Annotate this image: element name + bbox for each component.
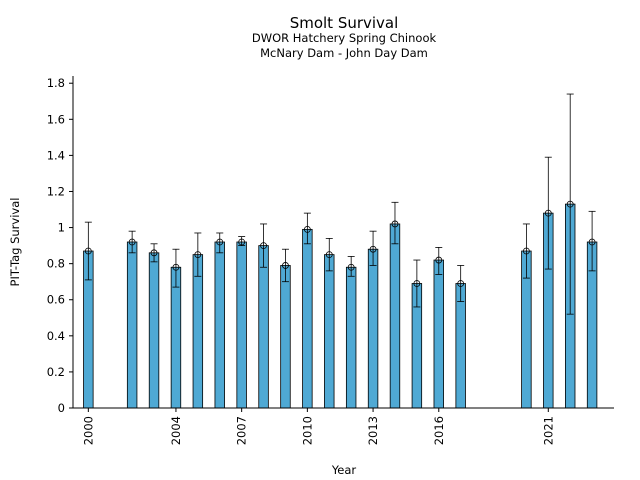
bar-2006: [214, 241, 225, 409]
bar-2005: [192, 254, 204, 409]
bar-2011: [324, 254, 335, 409]
y-tick-label: 1.2: [47, 184, 65, 198]
y-tick-label: 0.2: [47, 365, 65, 379]
bar-2016: [433, 259, 444, 409]
y-tick-label: 0.4: [47, 329, 65, 343]
bar-2013: [367, 248, 379, 409]
point-marker-2004: [172, 263, 180, 271]
bar-2009: [280, 265, 291, 409]
chart-title: Smolt Survival: [290, 14, 399, 32]
y-tick-label: 0.6: [47, 293, 65, 307]
plot-area: [83, 93, 598, 409]
point-marker-2006: [216, 238, 224, 246]
point-marker-2016: [435, 256, 443, 264]
chart-subtitle-line-2: McNary Dam - John Day Dam: [260, 46, 428, 60]
point-marker-2009: [282, 262, 289, 269]
bar-2012: [345, 266, 357, 409]
point-marker-2005: [194, 251, 202, 259]
point-marker-2017: [457, 280, 465, 287]
point-marker-2022: [566, 200, 574, 208]
x-axis-label: Year: [331, 463, 357, 477]
point-marker-2000: [84, 247, 92, 255]
x-tick-label: 2000: [81, 416, 95, 445]
point-marker-2014: [391, 220, 399, 228]
x-tick-label: 2016: [432, 416, 446, 445]
y-tick-label: 0.8: [47, 257, 65, 271]
bar-2003: [148, 252, 160, 409]
bar-2010: [302, 228, 313, 409]
x-tick-label: 2010: [300, 416, 314, 445]
x-tick-label: 2021: [541, 416, 555, 445]
chart-subtitle-line-1: DWOR Hatchery Spring Chinook: [252, 31, 437, 45]
point-marker-2007: [238, 238, 246, 246]
x-tick-label: 2004: [169, 416, 183, 445]
point-marker-2008: [260, 242, 267, 250]
y-axis-label: PIT-Tag Survival: [8, 198, 22, 287]
point-marker-2011: [325, 251, 333, 259]
y-tick-label: 1.4: [47, 148, 65, 162]
bar-2007: [236, 241, 247, 409]
point-marker-2010: [303, 225, 311, 233]
bar-2017: [455, 283, 466, 409]
point-marker-2021: [544, 209, 552, 217]
bar-2008: [258, 245, 269, 409]
bar-2014: [389, 223, 401, 409]
point-marker-2015: [413, 280, 421, 287]
bar-2004: [170, 266, 182, 409]
point-marker-2013: [369, 245, 377, 253]
y-tick-label: 1.6: [47, 112, 65, 126]
point-marker-2012: [347, 263, 355, 271]
y-axis-ticks: 0 0.2 0.4 0.6 0.8 1 1.2 1.4 1.6 1.8: [47, 76, 73, 415]
point-marker-2003: [150, 249, 158, 257]
x-tick-label: 2007: [235, 416, 249, 445]
bar-2002: [126, 241, 138, 409]
point-marker-2023: [588, 238, 596, 246]
y-tick-label: 1.8: [47, 76, 65, 90]
point-marker-2002: [128, 238, 136, 246]
y-tick-label: 0: [58, 401, 65, 415]
y-tick-label: 1: [58, 221, 65, 235]
x-tick-label: 2013: [366, 416, 380, 445]
x-axis-ticks: 2000 2004 2007 2010 2013 2016 2021: [81, 408, 555, 445]
point-marker-2020: [522, 247, 530, 255]
